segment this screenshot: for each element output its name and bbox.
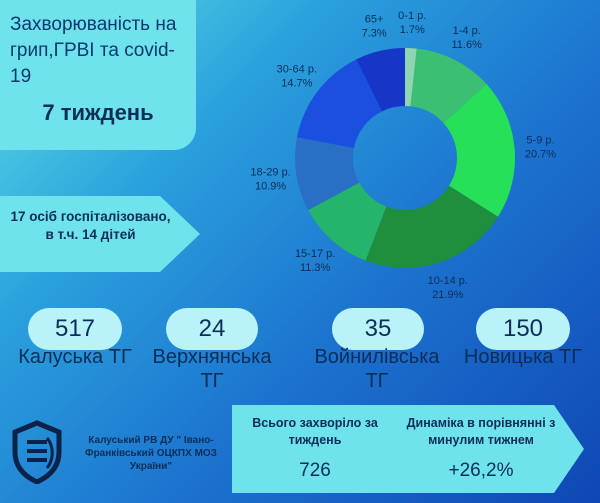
slice-label-0-1: 0-1 р. 1.7% — [398, 10, 426, 36]
dynamics-value: +26,2% — [448, 460, 514, 481]
week-label: 7 тиждень — [42, 100, 154, 125]
summary-banner: Всього захворіло за тиждень 726 Динаміка… — [232, 405, 584, 493]
organization-name: Калуський РВ ДУ " Івано-Франківський ОЦК… — [85, 435, 217, 472]
slice-label-1-4: 1-4 р. 11.6% — [451, 25, 482, 51]
age-donut-chart: 0-1 р. 1.7% 1-4 р. 11.6% 5-9 р. 20.7% 10-14 р.… — [250, 10, 556, 300]
slice-15-17 — [308, 182, 387, 261]
community-novytsia-count: 150 — [476, 308, 570, 350]
community-verkhnia-name: Верхнянська ТГ — [152, 346, 272, 392]
slice-65+ — [356, 48, 405, 112]
total-value: 726 — [299, 460, 331, 481]
slice-label-18-29: 18-29 р. 10.9% — [250, 167, 290, 193]
slice-label-65+: 65+ 7.3% — [362, 14, 387, 40]
total-label: Всього захворіло за тиждень — [252, 416, 378, 447]
shield-logo-icon — [12, 420, 62, 484]
dynamics-label: Динаміка в порівнянні з минулим тижнем — [406, 416, 556, 447]
slice-10-14 — [365, 185, 499, 268]
slice-5-9 — [443, 84, 515, 217]
community-kalush-count: 517 — [28, 308, 122, 350]
title-panel: Захворюваність на грип,ГРВІ та covid-19 … — [0, 0, 196, 150]
hospitalized-text: 17 осіб госпіталізовано, в т.ч. 14 дітей — [10, 209, 171, 242]
slice-30-64 — [296, 59, 382, 149]
slice-label-5-9: 5-9 р. 20.7% — [525, 134, 556, 160]
community-kalush-name: Калуська ТГ — [18, 346, 132, 368]
slice-label-15-17: 15-17 р. 11.3% — [295, 248, 335, 274]
community-novytsia-name: Новицька ТГ — [463, 346, 583, 368]
slice-label-30-64: 30-64 р. 14.7% — [277, 64, 317, 90]
slice-1-4 — [410, 48, 487, 124]
page-title: Захворюваність на грип,ГРВІ та covid-19 — [10, 14, 177, 87]
hospitalized-banner: 17 осіб госпіталізовано, в т.ч. 14 дітей — [0, 196, 200, 272]
slice-label-10-14: 10-14 р. 21.9% — [428, 275, 468, 300]
community-voinyliv-name: Войнилівська ТГ — [314, 346, 440, 392]
community-voinyliv-count: 35 — [332, 308, 424, 350]
slice-0-1 — [405, 48, 417, 107]
slice-18-29 — [295, 137, 360, 211]
community-verkhnia-count: 24 — [166, 308, 258, 350]
